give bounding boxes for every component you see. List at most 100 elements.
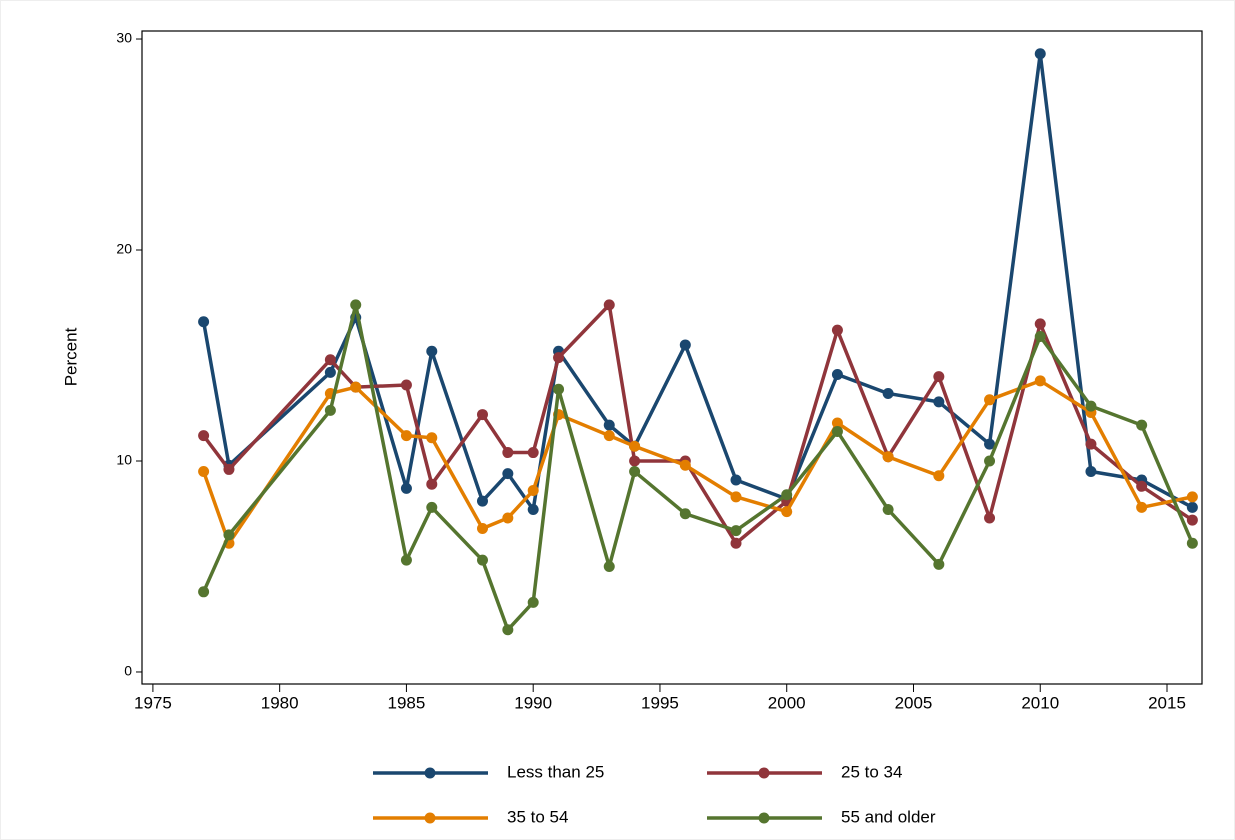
- point: [324, 354, 336, 366]
- point: [324, 366, 336, 378]
- point: [223, 463, 235, 475]
- point: [502, 512, 514, 524]
- point: [781, 489, 793, 501]
- legend-label: Less than 25: [507, 762, 604, 781]
- point: [882, 387, 894, 399]
- point: [984, 394, 996, 406]
- point: [933, 396, 945, 408]
- plot-frame: [141, 30, 1203, 685]
- point: [831, 417, 843, 429]
- point: [1186, 514, 1198, 526]
- x-tick-label: 2010: [1021, 693, 1059, 712]
- point: [831, 368, 843, 380]
- x-tick-label: 1985: [388, 693, 426, 712]
- point: [198, 466, 210, 478]
- y-tick-label: 20: [116, 241, 132, 257]
- y-tick-label: 10: [116, 452, 132, 468]
- point: [198, 586, 210, 598]
- x-tick-label: 1990: [514, 693, 552, 712]
- point: [629, 466, 641, 478]
- point: [553, 383, 565, 395]
- point: [933, 558, 945, 570]
- y-tick-label: 0: [124, 663, 132, 679]
- x-tick-label: 1980: [261, 693, 299, 712]
- point: [502, 468, 514, 480]
- point: [1034, 331, 1046, 343]
- point: [198, 430, 210, 442]
- point: [730, 474, 742, 486]
- point: [831, 425, 843, 437]
- point: [679, 459, 691, 471]
- legend-marker: [424, 812, 436, 824]
- point: [1034, 48, 1046, 60]
- point: [198, 316, 210, 328]
- point: [476, 495, 488, 507]
- x-tick-label: 2005: [895, 693, 933, 712]
- point: [1034, 375, 1046, 387]
- point: [984, 438, 996, 450]
- point: [527, 596, 539, 608]
- point: [426, 478, 438, 490]
- legend-label: 55 and older: [841, 807, 936, 826]
- point: [223, 529, 235, 541]
- legend-marker: [424, 767, 436, 779]
- point: [1034, 318, 1046, 330]
- y-tick-label: 30: [116, 30, 132, 46]
- point: [502, 624, 514, 636]
- point: [882, 504, 894, 516]
- point: [1186, 501, 1198, 513]
- point: [603, 419, 615, 431]
- point: [1085, 466, 1097, 478]
- point: [1085, 400, 1097, 412]
- legend-marker: [758, 812, 770, 824]
- point: [476, 554, 488, 566]
- point: [350, 381, 362, 393]
- point: [553, 352, 565, 364]
- point: [781, 506, 793, 518]
- point: [426, 501, 438, 513]
- point: [1136, 480, 1148, 492]
- x-tick-label: 1995: [641, 693, 679, 712]
- point: [1186, 537, 1198, 549]
- point: [831, 324, 843, 336]
- y-axis-label: Percent: [61, 327, 80, 386]
- legend-marker: [758, 767, 770, 779]
- point: [679, 508, 691, 520]
- point: [730, 491, 742, 503]
- point: [679, 339, 691, 351]
- x-tick-label: 2015: [1148, 693, 1186, 712]
- point: [426, 432, 438, 444]
- point: [933, 470, 945, 482]
- point: [324, 404, 336, 416]
- point: [350, 299, 362, 311]
- point: [1136, 501, 1148, 513]
- point: [603, 430, 615, 442]
- point: [1186, 491, 1198, 503]
- point: [400, 430, 412, 442]
- point: [502, 447, 514, 459]
- point: [400, 554, 412, 566]
- point: [984, 512, 996, 524]
- legend-label: 25 to 34: [841, 762, 902, 781]
- point: [882, 451, 894, 463]
- x-tick-label: 1975: [134, 693, 172, 712]
- point: [476, 523, 488, 535]
- point: [400, 482, 412, 494]
- point: [1085, 438, 1097, 450]
- point: [984, 455, 996, 467]
- point: [603, 560, 615, 572]
- point: [629, 455, 641, 467]
- point: [476, 409, 488, 421]
- point: [426, 345, 438, 357]
- point: [527, 485, 539, 497]
- point: [400, 379, 412, 391]
- point: [730, 537, 742, 549]
- point: [1136, 419, 1148, 431]
- point: [603, 299, 615, 311]
- point: [629, 440, 641, 452]
- point: [527, 504, 539, 516]
- legend-label: 35 to 54: [507, 807, 568, 826]
- point: [933, 371, 945, 383]
- x-tick-label: 2000: [768, 693, 806, 712]
